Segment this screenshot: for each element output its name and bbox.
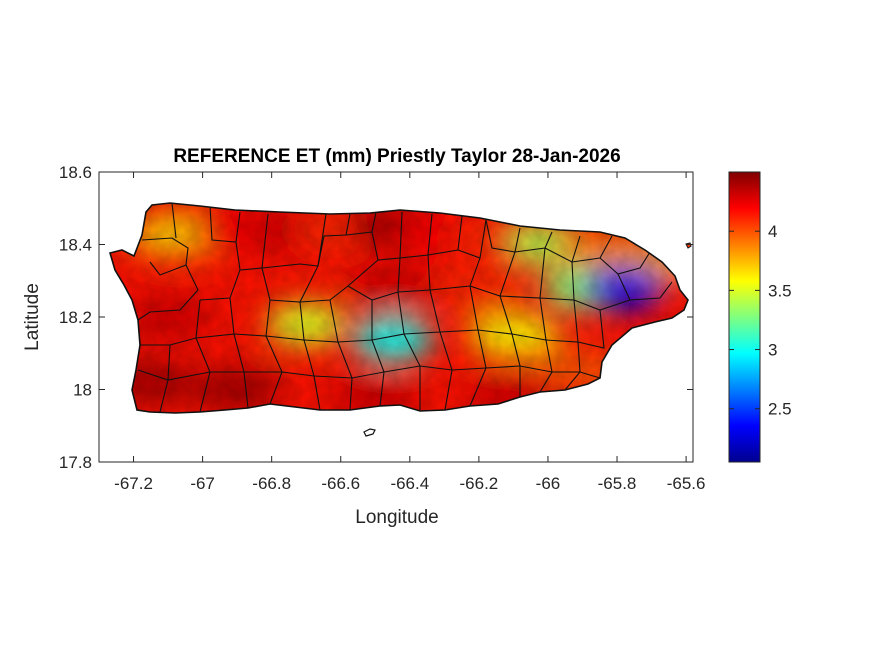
x-tick-label: -66.6 — [321, 474, 360, 493]
colorbar-tick-label: 3.5 — [768, 281, 792, 300]
municipality-boundary — [141, 237, 189, 276]
caja-de-muertos-island — [363, 428, 376, 437]
municipality-boundary — [599, 251, 651, 275]
municipality-boundary — [299, 259, 379, 303]
x-tick-label: -67 — [190, 474, 215, 493]
municipality-boundary — [347, 257, 401, 301]
municipality-boundary — [317, 213, 351, 267]
colorbar-ticks: 2.5 3 3.5 4 — [729, 222, 792, 419]
municipality-boundary — [617, 273, 673, 301]
municipality-boundary — [261, 213, 327, 269]
x-tick-label: -66 — [536, 474, 561, 493]
x-tick-label: -66.4 — [390, 474, 429, 493]
y-tick-label: 18.2 — [59, 308, 92, 327]
coastline — [108, 202, 689, 414]
x-axis: -67.2 -67 -66.8 -66.6 -66.4 -66.2 -66 -65.8 -65.… — [114, 172, 705, 493]
y-axis: 17.8 18 18.2 18.4 18.6 — [59, 163, 693, 472]
municipality-boundary — [209, 205, 241, 243]
municipality-boundary — [261, 265, 319, 303]
colorbar-tick-label: 3 — [768, 341, 777, 360]
y-tick-label: 18.4 — [59, 236, 92, 255]
municipality-boundary — [577, 309, 605, 349]
x-tick-label: -65.6 — [667, 474, 706, 493]
municipality-boundary — [235, 213, 269, 271]
chart-title: REFERENCE ET (mm) Priestly Taylor 28-Jan… — [173, 146, 620, 167]
municipality-boundary — [171, 203, 177, 239]
y-tick-label: 18 — [73, 381, 92, 400]
colorbar — [728, 171, 761, 463]
surface-texture — [110, 203, 688, 413]
municipality-boundary — [137, 264, 199, 321]
y-tick-label: 17.8 — [59, 453, 92, 472]
x-tick-label: -65.8 — [598, 474, 637, 493]
y-axis-label: Latitude — [22, 283, 43, 351]
et-map — [108, 202, 692, 437]
x-tick-label: -67.2 — [114, 474, 153, 493]
municipality-boundary — [485, 219, 521, 253]
municipality-boundary — [137, 365, 601, 381]
colorbar-tick-label: 4 — [768, 222, 777, 241]
municipality-boundary — [371, 211, 403, 261]
colorbar-tick-label: 2.5 — [768, 400, 792, 419]
x-axis-label: Longitude — [355, 507, 438, 528]
municipality-boundary — [140, 299, 201, 346]
x-tick-label: -66.2 — [460, 474, 499, 493]
y-tick-label: 18.6 — [59, 163, 92, 182]
municipality-boundaries — [137, 203, 673, 413]
x-tick-label: -66.8 — [252, 474, 291, 493]
